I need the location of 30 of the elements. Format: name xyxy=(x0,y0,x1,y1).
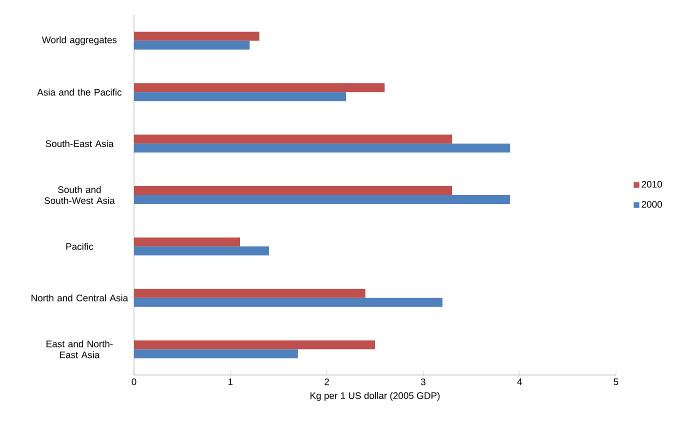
bar xyxy=(134,340,375,350)
bar xyxy=(134,92,346,102)
y-tick-label: North and Central Asia xyxy=(32,294,128,302)
y-tick-label: South and South-West Asia xyxy=(44,186,115,204)
y-tick-label: East and North-East Asia xyxy=(46,340,113,358)
x-tick-label: 2 xyxy=(324,378,329,386)
y-tick-label: Pacific xyxy=(66,242,94,250)
bar xyxy=(134,40,250,50)
x-tick-label: 4 xyxy=(517,378,522,386)
y-tick-label: World aggregates xyxy=(42,36,117,46)
x-tick-label: 3 xyxy=(420,378,426,386)
y-tick-label: South-East Asia xyxy=(46,140,114,148)
bar xyxy=(134,186,452,195)
bar xyxy=(134,195,510,204)
bar xyxy=(134,349,298,358)
bar xyxy=(134,298,442,307)
bar xyxy=(134,83,385,92)
legend-label: 2010 xyxy=(642,180,662,188)
x-tick-label: 0 xyxy=(132,378,136,386)
bar xyxy=(134,246,269,256)
bar xyxy=(134,32,260,41)
x-axis-title: Kg per 1 US dollar (2005 GDP) xyxy=(310,392,440,401)
bar xyxy=(134,144,510,153)
y-tick-label: Asia and the Pacific xyxy=(37,88,122,96)
bar xyxy=(134,134,452,144)
bar xyxy=(134,288,366,298)
legend-label: 2000 xyxy=(642,200,662,208)
bar xyxy=(134,237,240,246)
x-tick-label: 5 xyxy=(614,378,618,386)
x-tick-label: 1 xyxy=(228,378,233,386)
